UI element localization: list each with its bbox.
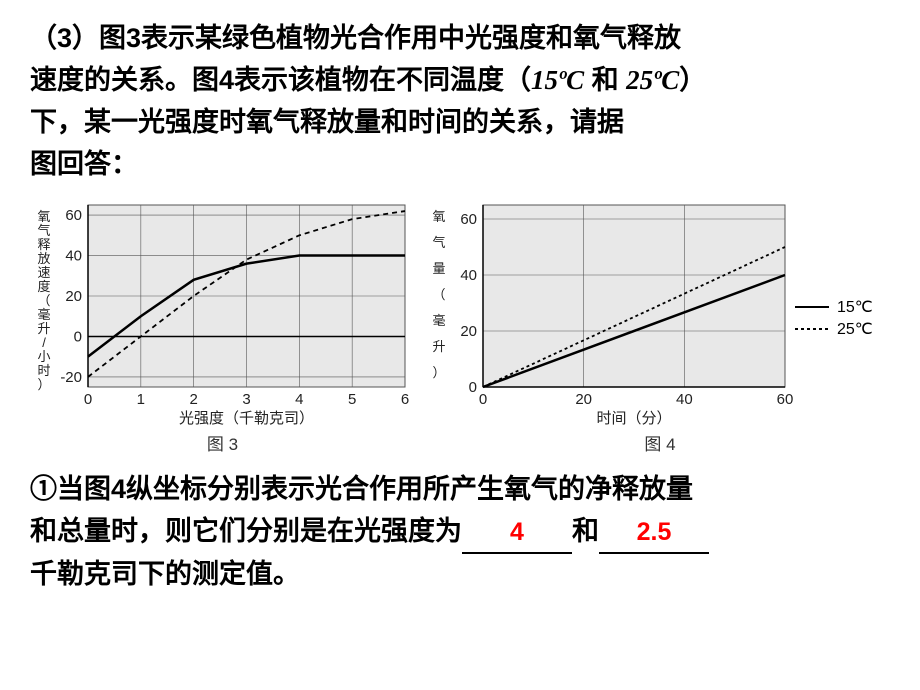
- svg-text:0: 0: [84, 391, 92, 408]
- temp2: 25ºC: [626, 65, 679, 95]
- svg-text:）: ）: [432, 365, 445, 380]
- svg-text:60: 60: [777, 391, 794, 408]
- chart3: 0123456-200204060光强度（千勒克司）氧气释放速度（毫升/小时）: [30, 197, 415, 427]
- svg-text:升: 升: [37, 321, 50, 336]
- q-l2b: ）: [679, 65, 706, 95]
- ans-mid: 和: [572, 516, 599, 546]
- svg-text:40: 40: [460, 267, 477, 284]
- chart3-block: 0123456-200204060光强度（千勒克司）氧气释放速度（毫升/小时） …: [30, 197, 415, 455]
- svg-text:15℃: 15℃: [837, 299, 873, 316]
- svg-text:25℃: 25℃: [837, 321, 873, 338]
- svg-text:速: 速: [37, 265, 50, 280]
- question-text: （3）图3表示某绿色植物光合作用中光强度和氧气释放 速度的关系。图4表示该植物在…: [30, 18, 890, 185]
- svg-text:小: 小: [37, 349, 50, 364]
- svg-text:5: 5: [348, 391, 356, 408]
- svg-text:6: 6: [401, 391, 409, 408]
- svg-text:时间（分）: 时间（分）: [596, 410, 671, 427]
- q-l2a: 速度的关系。图4表示该植物在不同温度（: [30, 65, 531, 95]
- svg-text:/: /: [42, 335, 46, 350]
- svg-text:20: 20: [65, 288, 82, 305]
- svg-text:20: 20: [575, 391, 592, 408]
- svg-text:4: 4: [295, 391, 303, 408]
- svg-text:40: 40: [65, 248, 82, 265]
- ans-l3: 千勒克司下的测定值。: [30, 559, 300, 589]
- ans-prefix: ①当图4纵坐标分别表示光合作用所产生氧气的净释放量: [30, 474, 693, 504]
- svg-text:释: 释: [37, 237, 50, 252]
- svg-text:度: 度: [37, 279, 50, 294]
- svg-text:）: ）: [37, 377, 50, 392]
- svg-text:0: 0: [469, 379, 477, 396]
- svg-text:气: 气: [432, 235, 445, 250]
- q-and: 和: [584, 65, 626, 95]
- svg-text:氧: 氧: [432, 209, 445, 224]
- chart4-caption: 图 4: [644, 430, 675, 455]
- blank2: 2.5: [599, 513, 709, 554]
- svg-text:光强度（千勒克司）: 光强度（千勒克司）: [179, 410, 314, 427]
- svg-text:1: 1: [137, 391, 145, 408]
- svg-text:0: 0: [74, 329, 82, 346]
- chart4: 0 20 40 60 0 20 40 60 时间（分） 氧气量 （ 毫升 ） 15℃ 25℃: [425, 197, 895, 427]
- blank1: 4: [462, 513, 572, 554]
- q-leader: （3）: [30, 23, 99, 53]
- chart4-block: 0 20 40 60 0 20 40 60 时间（分） 氧气量 （ 毫升 ） 15℃ 25℃ 图 4: [425, 197, 895, 455]
- q-l3: 下，某一光强度时氧气释放量和时间的关系，请据: [30, 107, 624, 137]
- svg-text:60: 60: [460, 211, 477, 228]
- svg-text:时: 时: [37, 363, 50, 378]
- svg-text:60: 60: [65, 207, 82, 224]
- svg-text:-20: -20: [60, 369, 82, 386]
- svg-text:（: （: [37, 293, 50, 308]
- temp1: 15ºC: [531, 65, 584, 95]
- svg-text:量: 量: [432, 261, 445, 276]
- svg-text:40: 40: [676, 391, 693, 408]
- svg-text:氧: 氧: [37, 209, 50, 224]
- svg-text:毫: 毫: [37, 307, 50, 322]
- svg-text:毫: 毫: [432, 313, 445, 328]
- q-l1: 图3表示某绿色植物光合作用中光强度和氧气释放: [99, 23, 681, 53]
- svg-text:（: （: [432, 287, 445, 302]
- svg-text:放: 放: [37, 251, 50, 266]
- svg-text:20: 20: [460, 323, 477, 340]
- charts-row: 0123456-200204060光强度（千勒克司）氧气释放速度（毫升/小时） …: [30, 197, 890, 455]
- svg-text:0: 0: [479, 391, 487, 408]
- svg-text:升: 升: [432, 339, 445, 354]
- answer-text: ①当图4纵坐标分别表示光合作用所产生氧气的净释放量 和总量时，则它们分别是在光强…: [30, 469, 890, 595]
- ans-l2a: 和总量时，则它们分别是在光强度为: [30, 516, 462, 546]
- q-l4: 图回答：: [30, 149, 138, 179]
- svg-text:3: 3: [242, 391, 250, 408]
- chart3-caption: 图 3: [207, 430, 238, 455]
- svg-text:气: 气: [37, 223, 50, 238]
- svg-text:2: 2: [189, 391, 197, 408]
